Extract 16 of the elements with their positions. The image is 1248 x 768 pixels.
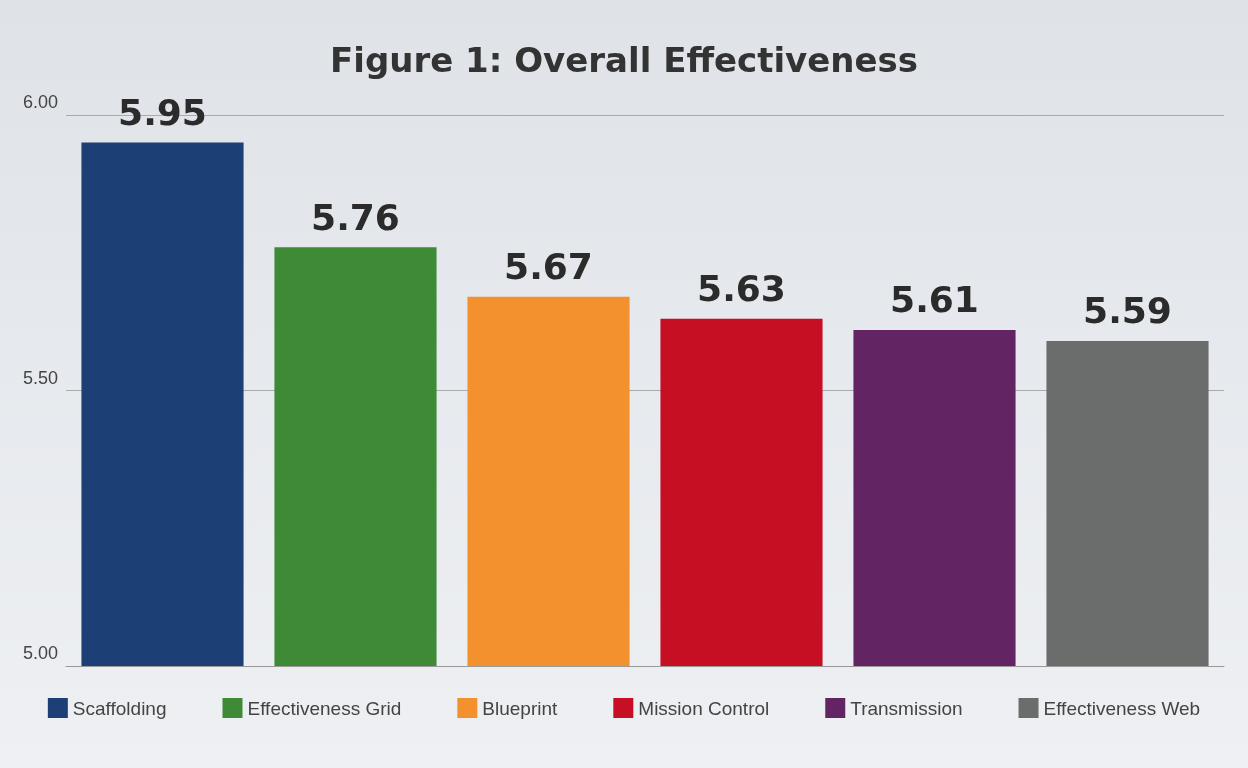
legend-label: Blueprint bbox=[482, 697, 559, 719]
legend-label: Transmission bbox=[850, 697, 963, 719]
data-label: 5.59 bbox=[1083, 290, 1172, 332]
data-label: 5.95 bbox=[118, 92, 207, 134]
chart-title: Figure 1: Overall Effectiveness bbox=[329, 40, 919, 80]
legend-label: Mission Control bbox=[638, 697, 770, 719]
y-tick-label: 5.00 bbox=[22, 643, 58, 663]
data-label: 5.67 bbox=[504, 246, 593, 288]
y-tick-label: 6.00 bbox=[22, 92, 58, 112]
y-tick-label: 5.50 bbox=[22, 367, 58, 388]
legend-label: Effectiveness Grid bbox=[247, 697, 402, 719]
legend-label: Effectiveness Web bbox=[1043, 697, 1201, 719]
data-label: 5.61 bbox=[890, 279, 979, 321]
legend-label: Scaffolding bbox=[72, 697, 167, 719]
data-label: 5.63 bbox=[697, 268, 786, 310]
data-label: 5.76 bbox=[311, 196, 400, 238]
